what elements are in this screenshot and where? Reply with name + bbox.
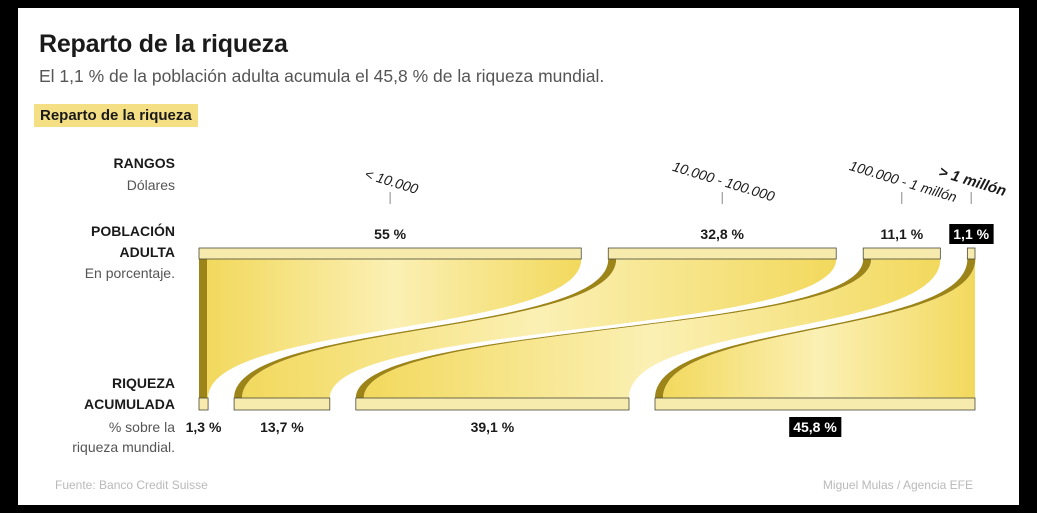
riqueza-sublabel-1: % sobre la [108,419,175,435]
wealth-bar [198,397,209,411]
wealth-bar [355,397,630,411]
wealth-value: 45,8 % [793,419,837,435]
rangos-sublabel: Dólares [126,177,175,193]
acumulada-label: ACUMULADA [84,396,175,412]
flow-shadow [355,259,872,398]
section-tag: Reparto de la riqueza [34,104,198,127]
population-bar [198,247,582,260]
infographic: < 10.000 55 % 1,3 % 10.000 - 100.000 32,8 % 1… [18,8,1019,505]
highlight-box [949,224,994,244]
wealth-value: 13,7 % [260,419,304,435]
rangos-label: RANGOS [113,155,175,171]
poblacion-sublabel: En porcentaje. [84,265,175,281]
flow-ribbon [207,259,582,398]
wealth-bar [233,397,331,411]
wealth-bar [654,397,976,411]
credit-note: Miguel Mulas / Agencia EFE [822,478,973,492]
population-value: 32,8 % [700,226,744,242]
flow-shadow [654,259,976,398]
flow-ribbon [242,259,837,398]
population-bar [607,247,837,260]
chart-title: Reparto de la riqueza [39,30,288,58]
source-note: Fuente: Banco Credit Suisse [55,478,208,492]
chart-subtitle: El 1,1 % de la población adulta acumula … [39,66,605,86]
flow-ribbon [363,259,941,398]
population-value: 11,1 % [880,226,923,242]
range-label: < 10.000 [363,166,420,197]
flow-shadow [234,259,617,398]
flow-ribbon [662,259,976,398]
riqueza-sublabel-2: riqueza mundial. [72,439,175,455]
wealth-value: 39,1 % [471,419,515,435]
poblacion-label: POBLACIÓN [91,223,175,239]
population-value: 55 % [374,226,406,242]
adulta-label: ADULTA [119,244,175,260]
sankey-chart: < 10.000 55 % 1,3 % 10.000 - 100.000 32,8 % 1… [186,157,1008,437]
range-label: 10.000 - 100.000 [671,158,777,204]
population-bar [862,247,941,260]
population-value: 1,1 % [953,226,989,242]
flow-shadow [199,259,207,398]
riqueza-label: RIQUEZA [112,375,175,391]
highlight-box [789,417,842,437]
wealth-value: 1,3 % [186,419,222,435]
population-bar [966,247,976,260]
